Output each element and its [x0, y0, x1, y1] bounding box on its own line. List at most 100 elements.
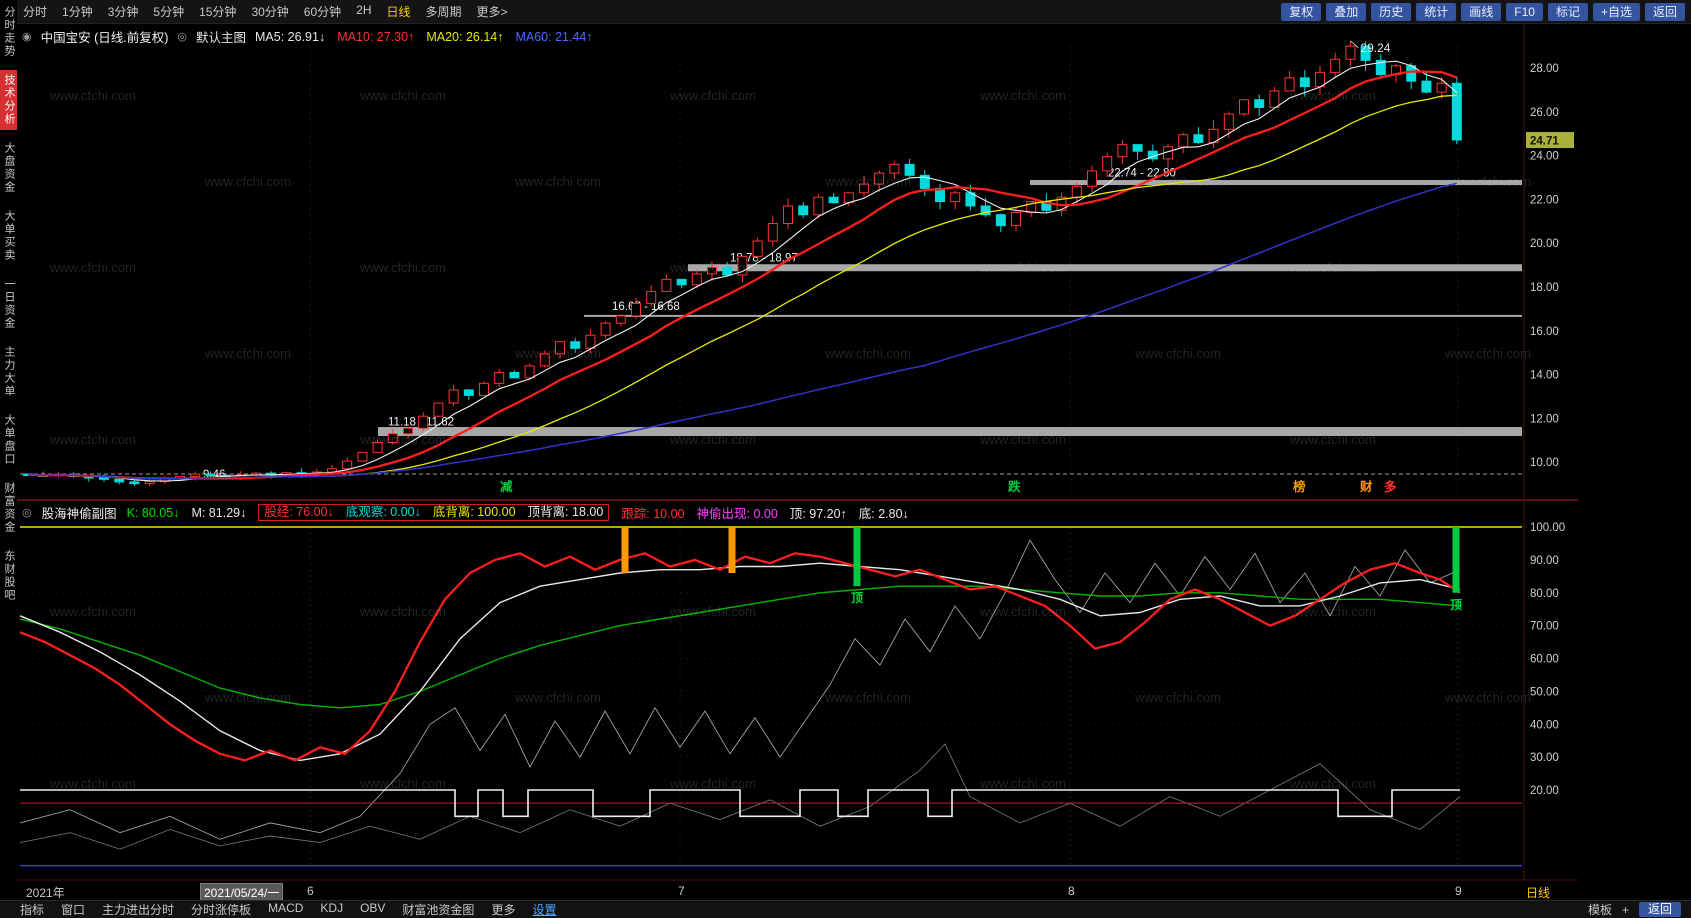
bottom-bar-right-3[interactable]: 返回	[1638, 902, 1681, 917]
tool-button-7[interactable]: 标记	[1547, 2, 1588, 21]
tool-button-1[interactable]: 复权	[1281, 2, 1322, 21]
main-overlay-label[interactable]: 默认主图	[196, 31, 247, 45]
tool-button-4[interactable]: 统计	[1416, 2, 1457, 21]
bottom-bar-item-7[interactable]: OBV	[360, 901, 386, 915]
svg-text:24.00: 24.00	[1530, 151, 1559, 163]
indicator-field-8: 神偷出现: 0.00	[696, 507, 778, 521]
bottom-bar-left: 指标 窗口 主力进出分时 分时涨停板 MACD KDJ OBV 财富池资金图 更多 设置	[20, 901, 556, 918]
period-tab-3[interactable]: 3分钟	[107, 5, 139, 19]
indicator-plot[interactable]: 顶顶	[19, 526, 1522, 867]
svg-text:50.00: 50.00	[1530, 686, 1559, 698]
ma-label-4: MA60: 21.44↑	[515, 29, 593, 44]
signal-markers: 减 跌 榜 财多	[500, 479, 1397, 494]
period-tab-7[interactable]: 60分钟	[303, 5, 342, 19]
bottom-bar-item-4[interactable]: 分时涨停板	[191, 903, 252, 917]
sidebar-item-4[interactable]: 大单买卖	[3, 210, 15, 262]
bottom-bar-item-9[interactable]: 更多	[491, 903, 516, 917]
sidebar-item-5[interactable]: 一日资金	[3, 278, 15, 330]
x-axis-label-3: 6	[307, 884, 314, 898]
period-tab-10[interactable]: 多周期	[425, 5, 462, 19]
ma-lines-layer	[27, 60, 1458, 482]
bottom-bar-item-2[interactable]: 窗口	[61, 903, 86, 917]
period-tab-1[interactable]: 分时	[23, 5, 48, 19]
grid-lines	[20, 46, 1522, 864]
svg-text:80.00: 80.00	[1530, 588, 1559, 600]
tool-button-6[interactable]: F10	[1506, 2, 1543, 21]
sidebar-item-3[interactable]: 大盘资金	[3, 142, 15, 194]
period-tab-2[interactable]: 1分钟	[62, 5, 93, 19]
svg-text:26.00: 26.00	[1530, 107, 1559, 119]
svg-text:14.00: 14.00	[1530, 370, 1559, 382]
svg-text:财: 财	[1359, 479, 1373, 494]
indicator-field-7: 跟踪: 10.00	[621, 507, 685, 521]
indicator-highlight-box: 股经: 76.00↓ 底观察: 0.00↓ 底背离: 100.00 顶背离: 18.0…	[258, 504, 610, 521]
period-tab-11[interactable]: 更多>	[476, 5, 508, 19]
svg-text:18.00: 18.00	[1530, 282, 1559, 294]
svg-text:减: 减	[500, 479, 513, 494]
svg-text:29.24: 29.24	[1360, 41, 1390, 55]
sidebar: 分时走势技术分析大盘资金大单买卖一日资金主力大单大单盘口财富资金东财股吧	[0, 0, 17, 882]
svg-text:30.00: 30.00	[1530, 752, 1559, 764]
bottom-bar-right-2[interactable]: +	[1621, 902, 1629, 917]
ma-label-2: MA10: 27.30↑	[337, 29, 415, 44]
svg-text:70.00: 70.00	[1530, 621, 1559, 633]
bottom-bar-item-5[interactable]: MACD	[268, 901, 304, 915]
x-axis-label-6: 9	[1455, 884, 1462, 898]
svg-text:22.00: 22.00	[1530, 194, 1559, 206]
peak-annotation: 29.24	[1350, 40, 1391, 55]
period-tab-6[interactable]: 30分钟	[251, 5, 289, 19]
svg-text:24.71: 24.71	[1530, 136, 1559, 148]
svg-text:跌: 跌	[1008, 479, 1021, 494]
bottom-bar-item-6[interactable]: KDJ	[320, 901, 344, 915]
tool-button-8[interactable]: +自选	[1592, 2, 1640, 21]
tool-button-2[interactable]: 叠加	[1326, 2, 1367, 21]
bottom-bar-item-3[interactable]: 主力进出分时	[102, 903, 175, 917]
period-tab-8[interactable]: 2H	[356, 3, 372, 17]
x-axis-label-4: 7	[678, 884, 685, 898]
sidebar-item-1[interactable]: 分时走势	[3, 6, 15, 58]
sidebar-item-6[interactable]: 主力大单	[3, 346, 15, 398]
indicator-field-9: 顶: 97.20↑	[789, 507, 847, 521]
indicator-field-3: 股经: 76.00↓	[264, 505, 334, 519]
svg-text:多: 多	[1384, 479, 1397, 494]
tool-button-3[interactable]: 历史	[1371, 2, 1412, 21]
bottom-bar-right-1[interactable]: 模板	[1587, 903, 1612, 917]
indicator-name[interactable]: 股海神偷副图	[41, 507, 117, 521]
svg-text:60.00: 60.00	[1530, 654, 1559, 666]
axis-period-label: 日线	[1526, 886, 1551, 900]
indicator-fields: K: 80.05↓ M: 81.29↓ 股经: 76.00↓ 底观察: 0.00↓ 底背…	[127, 503, 909, 522]
bottom-bar-right: 模板 + 返回	[1588, 901, 1681, 918]
indicator-field-6: 顶背离: 18.00	[527, 505, 604, 519]
indicator-dot-icon: ◎	[22, 507, 32, 519]
bottom-bar-item-8[interactable]: 财富池资金图	[402, 903, 475, 917]
tool-button-5[interactable]: 画线	[1461, 2, 1502, 21]
sidebar-item-8[interactable]: 财富资金	[3, 482, 15, 534]
indicator-field-1: K: 80.05↓	[126, 505, 180, 520]
indicator-field-5: 底背离: 100.00	[432, 505, 516, 519]
indicator-axis: 100.00 90.00 80.00 70.00 60.00 50.00 40.00 30.0…	[1530, 522, 1565, 797]
bottom-toolbar: 指标 窗口 主力进出分时 分时涨停板 MACD KDJ OBV 财富池资金图 更多 设置 模板 + 返…	[0, 900, 1691, 918]
bottom-bar-item-1[interactable]: 指标	[20, 903, 45, 917]
period-tab-9[interactable]: 日线	[386, 5, 411, 19]
x-axis-label-5: 8	[1068, 884, 1075, 898]
period-tabs: 分时 1分钟 3分钟 5分钟 15分钟 30分钟 60分钟 2H 日线 多周期 更多>	[23, 3, 508, 20]
topbar-tools: 复权 叠加 历史 统计 画线 F10 标记 +自选 返回	[1281, 2, 1685, 21]
period-tab-4[interactable]: 5分钟	[153, 5, 185, 19]
period-tab-5[interactable]: 15分钟	[199, 5, 237, 19]
x-axis-row: 日线 2021年 2021/05/24/一 6 7 8 9	[0, 882, 1691, 902]
indicator-field-2: M: 81.29↓	[191, 505, 247, 520]
tool-button-9[interactable]: 返回	[1644, 2, 1685, 21]
svg-text:顶: 顶	[851, 591, 863, 605]
sidebar-item-2[interactable]: 技术分析	[0, 70, 17, 130]
sidebar-item-9[interactable]: 东财股吧	[3, 550, 15, 602]
svg-text:28.00: 28.00	[1530, 63, 1559, 75]
bottom-bar-item-10[interactable]: 设置	[532, 903, 557, 917]
candles[interactable]	[23, 40, 1462, 487]
x-axis-label-1: 2021年	[26, 886, 65, 900]
ma-labels: MA5: 26.91↓ MA10: 27.30↑ MA20: 26.14↑ MA60:…	[255, 30, 593, 44]
sidebar-item-7[interactable]: 大单盘口	[3, 414, 15, 466]
svg-text:40.00: 40.00	[1530, 719, 1559, 731]
